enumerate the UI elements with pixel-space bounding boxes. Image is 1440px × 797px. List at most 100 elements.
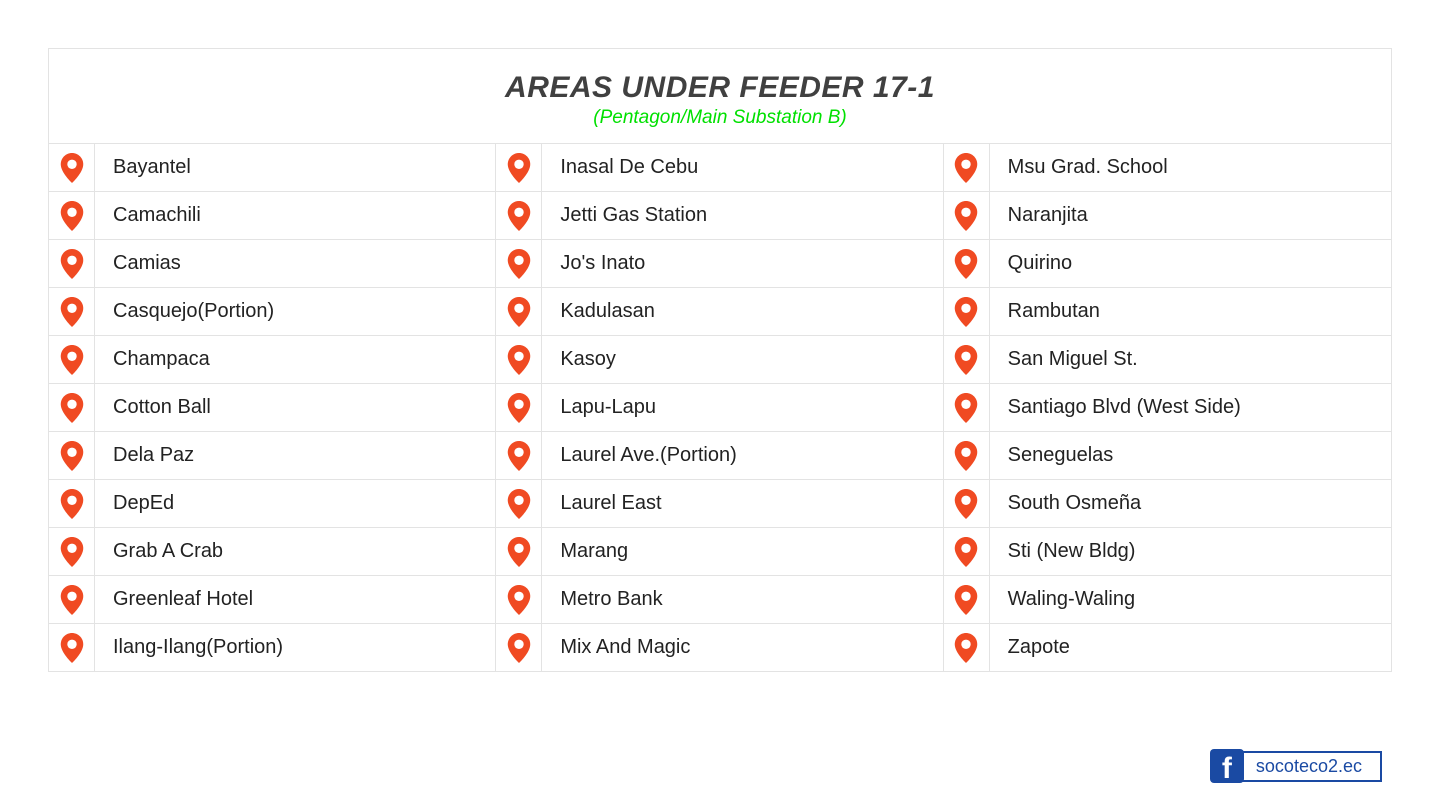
location-pin-icon — [60, 201, 84, 231]
location-pin-icon — [944, 240, 990, 287]
area-label: Ilang-Ilang(Portion) — [95, 624, 495, 671]
area-label: Metro Bank — [542, 576, 942, 623]
location-pin-icon — [49, 384, 95, 431]
area-label: Sti (New Bldg) — [990, 528, 1391, 575]
location-pin-icon — [60, 345, 84, 375]
area-row: Dela Paz — [49, 432, 496, 480]
area-label: San Miguel St. — [990, 336, 1391, 383]
area-row: Grab A Crab — [49, 528, 496, 576]
area-row: South Osmeña — [944, 480, 1391, 528]
area-row: Metro Bank — [496, 576, 943, 624]
location-pin-icon — [507, 585, 531, 615]
location-pin-icon — [944, 144, 990, 191]
areas-column-1: Bayantel Camachili Camias Casquejo(Porti… — [49, 144, 496, 671]
area-row: Waling-Waling — [944, 576, 1391, 624]
area-label: Quirino — [990, 240, 1391, 287]
area-row: DepEd — [49, 480, 496, 528]
location-pin-icon — [944, 480, 990, 527]
area-label: Kasoy — [542, 336, 942, 383]
location-pin-icon — [496, 432, 542, 479]
area-row: Inasal De Cebu — [496, 144, 943, 192]
location-pin-icon — [49, 336, 95, 383]
facebook-icon: f — [1210, 749, 1244, 783]
area-label: Grab A Crab — [95, 528, 495, 575]
card-header: AREAS UNDER FEEDER 17-1 (Pentagon/Main S… — [49, 49, 1391, 144]
area-row: Lapu-Lapu — [496, 384, 943, 432]
area-label: Cotton Ball — [95, 384, 495, 431]
area-row: Laurel East — [496, 480, 943, 528]
location-pin-icon — [49, 144, 95, 191]
location-pin-icon — [496, 528, 542, 575]
area-label: Laurel East — [542, 480, 942, 527]
location-pin-icon — [944, 336, 990, 383]
location-pin-icon — [954, 297, 978, 327]
location-pin-icon — [49, 240, 95, 287]
location-pin-icon — [49, 192, 95, 239]
location-pin-icon — [954, 633, 978, 663]
location-pin-icon — [954, 441, 978, 471]
location-pin-icon — [954, 249, 978, 279]
area-label: Waling-Waling — [990, 576, 1391, 623]
location-pin-icon — [507, 345, 531, 375]
location-pin-icon — [944, 624, 990, 671]
area-label: DepEd — [95, 480, 495, 527]
footer-social-badge: f socoteco2.ec — [1210, 749, 1382, 783]
location-pin-icon — [49, 624, 95, 671]
location-pin-icon — [944, 288, 990, 335]
area-row: Seneguelas — [944, 432, 1391, 480]
area-row: Champaca — [49, 336, 496, 384]
area-label: Msu Grad. School — [990, 144, 1391, 191]
area-row: Marang — [496, 528, 943, 576]
area-label: Zapote — [990, 624, 1391, 671]
location-pin-icon — [507, 297, 531, 327]
location-pin-icon — [507, 633, 531, 663]
areas-card: AREAS UNDER FEEDER 17-1 (Pentagon/Main S… — [48, 48, 1392, 672]
location-pin-icon — [944, 576, 990, 623]
area-row: Ilang-Ilang(Portion) — [49, 624, 496, 671]
area-row: Msu Grad. School — [944, 144, 1391, 192]
area-label: Kadulasan — [542, 288, 942, 335]
location-pin-icon — [496, 576, 542, 623]
area-label: Casquejo(Portion) — [95, 288, 495, 335]
area-label: Bayantel — [95, 144, 495, 191]
location-pin-icon — [60, 297, 84, 327]
location-pin-icon — [954, 153, 978, 183]
location-pin-icon — [954, 201, 978, 231]
location-pin-icon — [944, 384, 990, 431]
location-pin-icon — [944, 528, 990, 575]
area-row: Jo's Inato — [496, 240, 943, 288]
location-pin-icon — [496, 144, 542, 191]
area-label: Champaca — [95, 336, 495, 383]
location-pin-icon — [954, 345, 978, 375]
location-pin-icon — [496, 240, 542, 287]
location-pin-icon — [507, 153, 531, 183]
area-row: Greenleaf Hotel — [49, 576, 496, 624]
area-row: Kasoy — [496, 336, 943, 384]
area-row: Zapote — [944, 624, 1391, 671]
area-row: Camias — [49, 240, 496, 288]
area-row: Cotton Ball — [49, 384, 496, 432]
location-pin-icon — [60, 537, 84, 567]
areas-grid: Bayantel Camachili Camias Casquejo(Porti… — [49, 144, 1391, 671]
location-pin-icon — [49, 576, 95, 623]
area-label: Lapu-Lapu — [542, 384, 942, 431]
area-label: Naranjita — [990, 192, 1391, 239]
location-pin-icon — [60, 633, 84, 663]
area-row: Rambutan — [944, 288, 1391, 336]
card-subtitle: (Pentagon/Main Substation B) — [49, 107, 1391, 129]
location-pin-icon — [49, 432, 95, 479]
location-pin-icon — [49, 528, 95, 575]
card-title: AREAS UNDER FEEDER 17-1 — [49, 71, 1391, 105]
area-row: San Miguel St. — [944, 336, 1391, 384]
area-label: Jo's Inato — [542, 240, 942, 287]
location-pin-icon — [496, 192, 542, 239]
area-label: Jetti Gas Station — [542, 192, 942, 239]
location-pin-icon — [496, 336, 542, 383]
area-row: Camachili — [49, 192, 496, 240]
area-label: Greenleaf Hotel — [95, 576, 495, 623]
location-pin-icon — [60, 441, 84, 471]
location-pin-icon — [944, 192, 990, 239]
area-label: Dela Paz — [95, 432, 495, 479]
location-pin-icon — [496, 288, 542, 335]
location-pin-icon — [496, 624, 542, 671]
